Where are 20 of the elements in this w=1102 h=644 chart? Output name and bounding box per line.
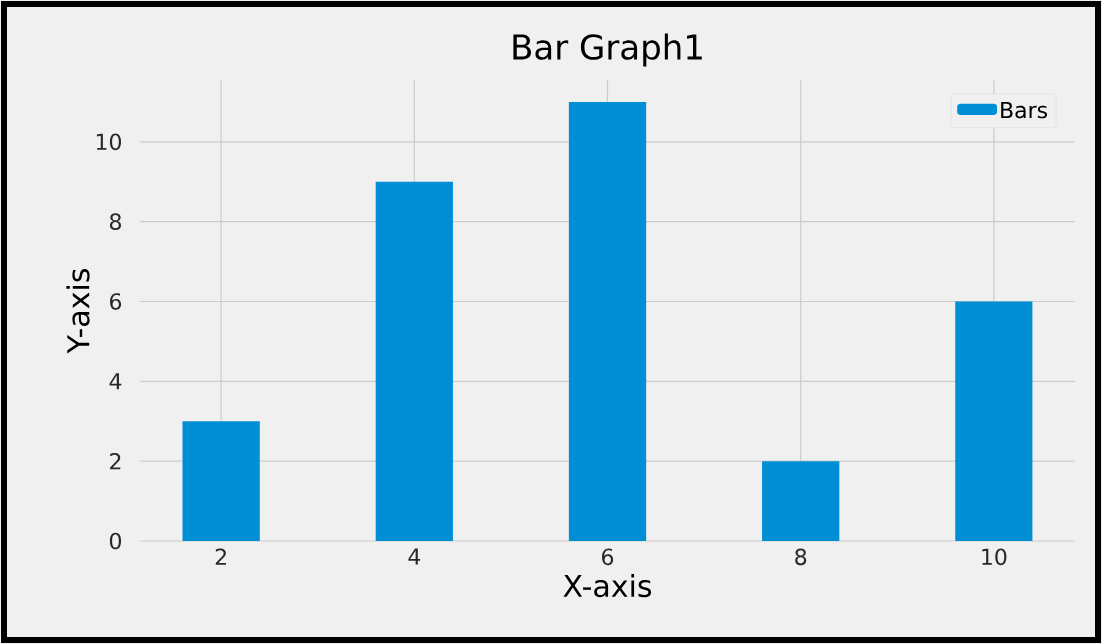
x-axis-title: X-axis	[563, 574, 652, 598]
x-tick-label: 8	[795, 548, 807, 566]
chart-title: Bar Graph1	[513, 33, 702, 67]
x-tick-label: 2	[215, 548, 226, 565]
x-tick-label: 6	[602, 548, 614, 566]
bar	[182, 421, 260, 541]
bar	[955, 301, 1033, 541]
y-tick-label: 10	[96, 133, 121, 151]
y-tick-label: 8	[109, 213, 121, 230]
y-tick-label: 0	[109, 532, 122, 550]
x-tick-label: 4	[408, 548, 421, 565]
y-axis-title: Y-axis	[66, 269, 90, 354]
bar	[375, 181, 453, 541]
y-tick-label: 2	[110, 453, 121, 470]
y-tick-label: 4	[109, 373, 122, 390]
bar	[762, 461, 840, 541]
y-tick-label: 6	[110, 293, 122, 310]
x-tick-label: 10	[982, 548, 1007, 566]
legend-label: Bars	[1001, 102, 1048, 119]
bar	[568, 101, 647, 541]
